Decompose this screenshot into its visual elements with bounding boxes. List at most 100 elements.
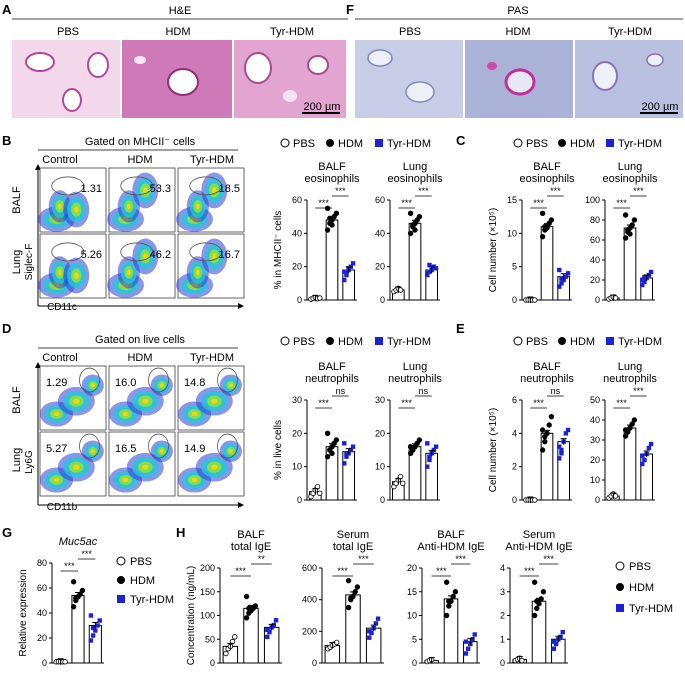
data-point <box>88 638 94 643</box>
data-point <box>539 210 546 217</box>
data-point <box>333 210 340 217</box>
data-point <box>551 646 557 651</box>
tick-label: 100 <box>200 611 215 621</box>
tick-label: 20 <box>375 262 385 272</box>
data-point <box>539 447 546 453</box>
data-point <box>229 638 236 645</box>
tick-label: 40 <box>590 415 600 425</box>
panel-b-label: B <box>2 133 11 148</box>
legend-h-pbs: PBS <box>629 561 651 573</box>
data-point <box>446 598 452 604</box>
panel-b-col-tyr: Tyr-HDM <box>190 154 234 166</box>
data-point <box>546 422 552 428</box>
tick-label: 30 <box>292 395 302 405</box>
tick-label: 40 <box>375 228 385 238</box>
data-point <box>350 261 356 266</box>
tick-label: 0 <box>512 495 517 505</box>
chart-title: BALF <box>437 529 465 541</box>
bar <box>342 451 356 501</box>
flow-gate-value: 5.27 <box>46 443 67 455</box>
panel-e-label: E <box>456 321 465 336</box>
data-point <box>90 633 96 638</box>
data-point <box>73 595 79 601</box>
significance-label: *** <box>235 566 246 576</box>
flow-gate-value: 14.9 <box>184 443 205 455</box>
data-point <box>631 217 638 223</box>
legend-b: PBS HDM Tyr-HDM <box>280 138 431 150</box>
tick-label: 20 <box>590 455 600 465</box>
data-point <box>344 454 349 459</box>
tick-label: 60 <box>292 195 302 205</box>
chart-title: Lung <box>618 361 642 373</box>
tick-label: 15 <box>507 195 517 205</box>
he-image-hdm <box>122 40 232 118</box>
data-point <box>342 461 347 466</box>
tick-label: 0 <box>210 658 215 668</box>
tick-label: 0 <box>42 658 47 668</box>
legend-c-tyr: Tyr-HDM <box>618 138 662 150</box>
y-axis-label: Cell number (×10⁵) <box>488 208 499 292</box>
chart-title: neutrophils <box>305 373 359 385</box>
tick-label: 600 <box>302 563 317 573</box>
chart-title: Muc5ac <box>59 536 98 548</box>
data-point <box>463 639 469 644</box>
data-point <box>648 441 654 447</box>
panel-f-group-tyr: Tyr-HDM <box>608 26 652 38</box>
data-point <box>410 222 416 228</box>
data-point <box>559 447 564 453</box>
tick-label: 1 <box>500 634 505 644</box>
tick-label: 0 <box>512 295 517 305</box>
significance-label: *** <box>633 386 644 396</box>
panel-d-flow: D Gated on live cells Control HDM Tyr-HD… <box>2 321 245 513</box>
panel-a-group-pbs: PBS <box>57 26 79 38</box>
data-point <box>345 577 352 584</box>
data-point <box>558 634 563 640</box>
chart-title: BALF <box>318 161 346 173</box>
pas-image-tyr <box>575 40 683 118</box>
he-image-tyr <box>234 40 346 118</box>
significance-label: *** <box>335 186 346 196</box>
tick-label: 50 <box>205 634 215 644</box>
chart-title: eosinophils <box>304 173 360 185</box>
tick-label: 100 <box>585 195 600 205</box>
data-point <box>631 417 638 423</box>
data-point <box>397 287 404 293</box>
data-point <box>646 445 652 451</box>
significance-label: *** <box>550 186 561 196</box>
significance-label: *** <box>455 554 466 564</box>
data-point <box>412 227 418 233</box>
chart-title: eosinophils <box>387 173 443 185</box>
tick-label: 40 <box>590 255 600 265</box>
legend-c-pbs: PBS <box>526 138 548 150</box>
panel-f-label: F <box>346 2 354 17</box>
tick-label: 4 <box>500 563 505 573</box>
data-point <box>342 441 347 446</box>
tick-label: 10 <box>375 462 385 472</box>
data-point <box>542 433 548 440</box>
significance-label: *** <box>358 554 369 564</box>
data-point <box>348 595 354 601</box>
data-point <box>267 629 272 635</box>
panel-d-row-balf: BALF <box>11 386 23 414</box>
data-point <box>317 295 323 301</box>
flow-gate-value: 16.5 <box>115 443 136 455</box>
tick-label: 200 <box>302 626 317 636</box>
data-point <box>534 598 540 604</box>
tick-label: 0 <box>500 658 505 668</box>
significance-label: *** <box>533 198 544 208</box>
data-point <box>548 217 555 223</box>
tick-label: 0 <box>380 495 385 505</box>
bar <box>443 598 459 664</box>
he-image-pbs <box>12 40 120 118</box>
flow-gate-value: 53.3 <box>150 183 171 195</box>
data-point <box>243 593 250 600</box>
significance-label: *** <box>401 198 412 208</box>
panel-d-gate: Gated on live cells <box>95 334 185 346</box>
legend-h: PBS HDM Tyr-HDM <box>615 561 673 615</box>
tick-label: 400 <box>302 595 317 605</box>
panel-a-header: H&E <box>169 5 192 17</box>
chart-title: Lung <box>403 161 427 173</box>
significance-label: ns <box>551 386 561 396</box>
data-point <box>557 456 562 461</box>
